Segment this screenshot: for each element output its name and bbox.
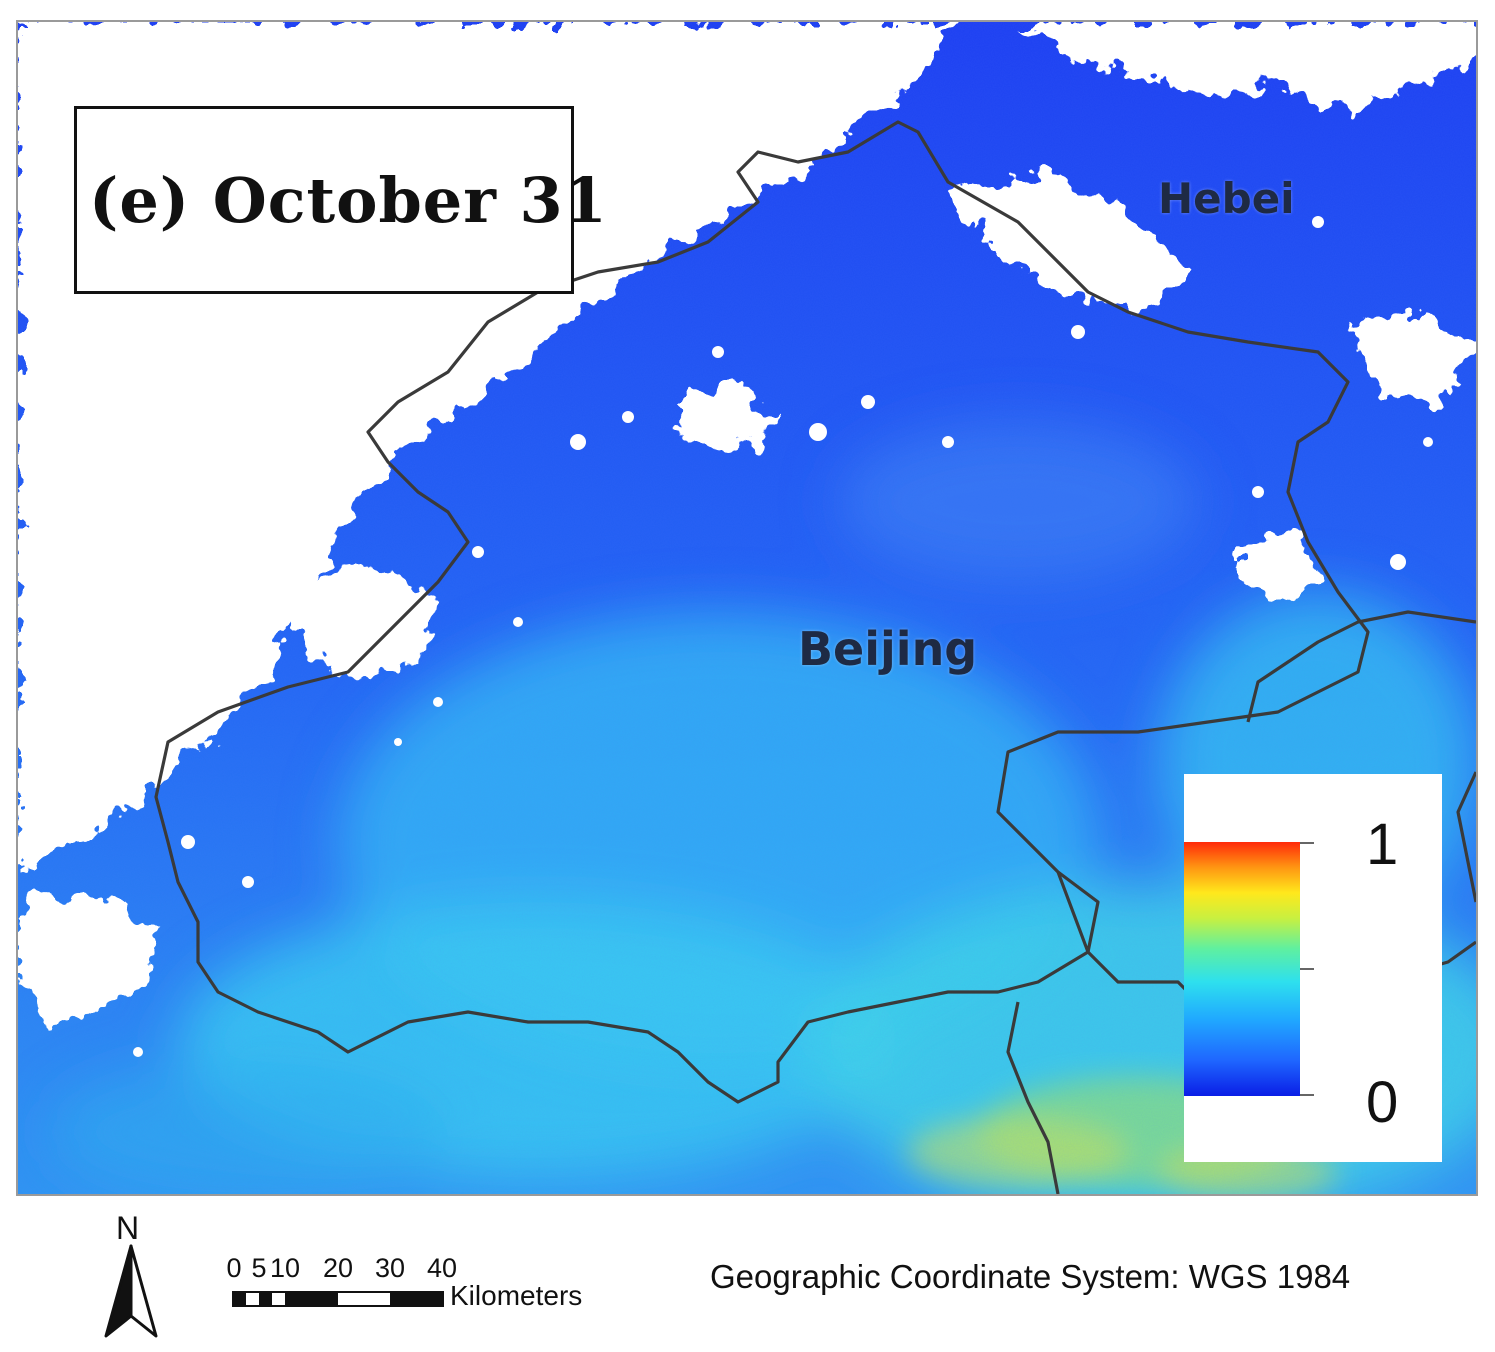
beijing-boundary (154, 120, 1370, 1104)
hebei-label: Hebei (1158, 174, 1295, 223)
scale-unit: Kilometers (450, 1280, 583, 1311)
hebei-boundary-south (1006, 1001, 1060, 1194)
hebei-boundary-edge (1456, 771, 1476, 903)
legend-min-label: 0 (1366, 1070, 1399, 1135)
map-frame: (e) October 31 Hebei Beijing 1 0 (16, 20, 1478, 1196)
cloud-specks (133, 216, 1433, 1057)
legend-colorbar (1184, 842, 1300, 1096)
scale-tick-0: 0 (226, 1253, 242, 1283)
panel-title: (e) October 31 (89, 163, 608, 237)
north-arrow: N (96, 1210, 166, 1340)
scale-bar (232, 1291, 444, 1307)
legend: 1 0 (1184, 774, 1442, 1162)
scale-tick-5: 5 (251, 1253, 267, 1283)
scale-tick-20: 20 (322, 1253, 354, 1283)
legend-tick-min (1300, 1094, 1314, 1096)
north-arrow-icon (104, 1244, 158, 1338)
panel-title-box: (e) October 31 (74, 106, 607, 294)
scale-tick-30: 30 (374, 1253, 406, 1283)
hebei-boundary-east (1246, 610, 1476, 723)
legend-tick-max (1300, 842, 1314, 844)
north-label: N (116, 1210, 140, 1246)
scale-tick-40: 40 (426, 1253, 458, 1283)
legend-tick-mid (1300, 968, 1314, 970)
scale-tick-10: 10 (269, 1253, 301, 1283)
beijing-label: Beijing (798, 622, 978, 676)
legend-max-label: 1 (1366, 812, 1399, 877)
coordinate-system: Geographic Coordinate System: WGS 1984 (710, 1258, 1351, 1295)
